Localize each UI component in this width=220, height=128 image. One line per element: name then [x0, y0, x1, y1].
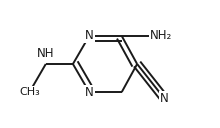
Text: NH: NH [37, 47, 55, 60]
Text: NH₂: NH₂ [150, 29, 172, 42]
Text: CH₃: CH₃ [19, 87, 40, 97]
Text: N: N [85, 86, 94, 99]
Text: N: N [85, 29, 94, 42]
Text: N: N [160, 92, 169, 105]
